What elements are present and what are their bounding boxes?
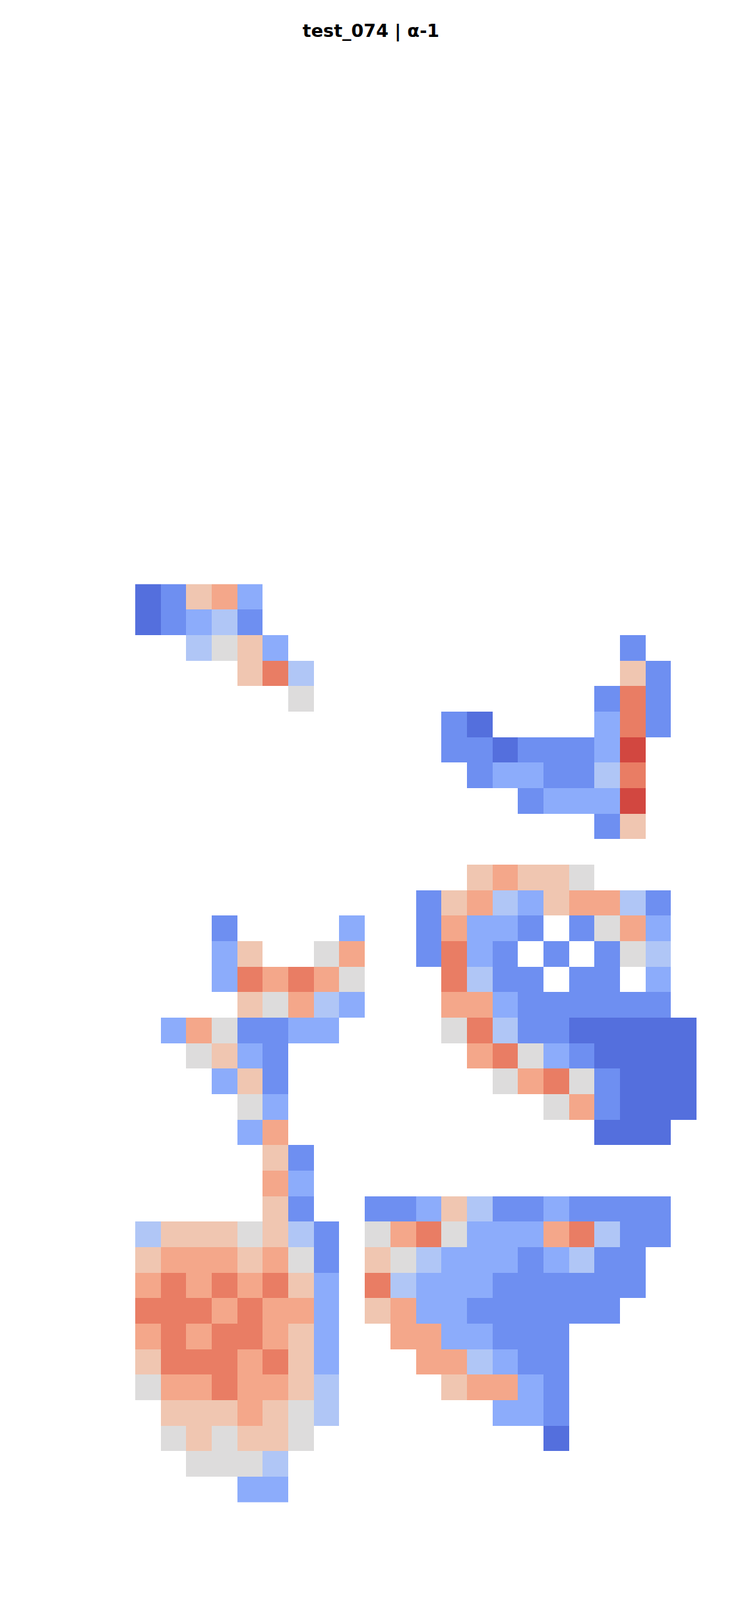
svg-text:test_074 | α-1: test_074 | α-1	[302, 20, 440, 42]
